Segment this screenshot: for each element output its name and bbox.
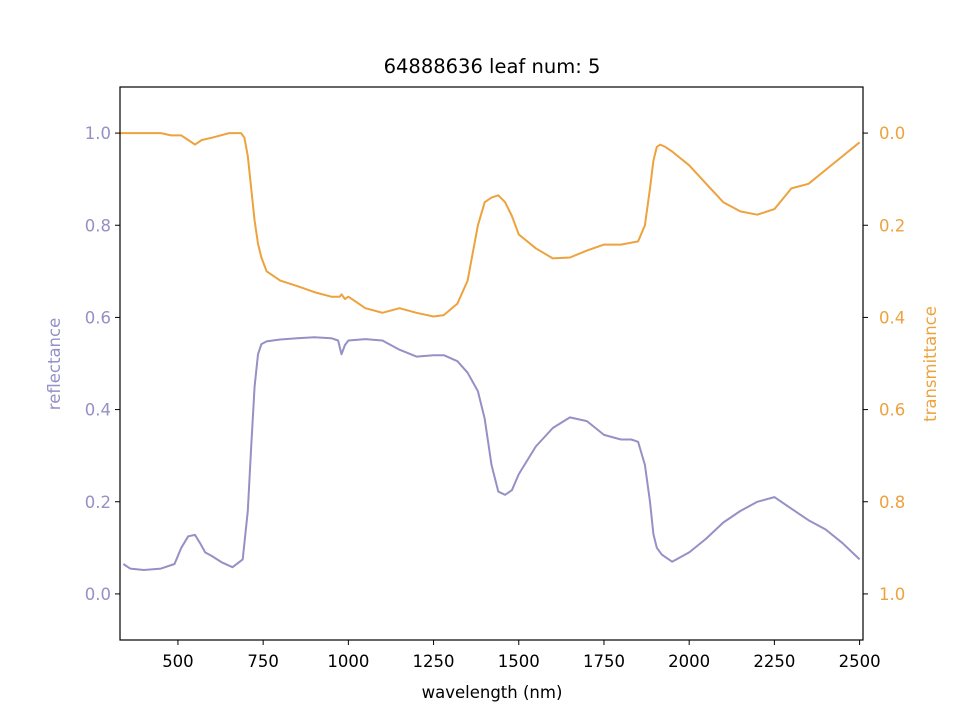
y-left-tick-label: 1.0 bbox=[85, 124, 111, 143]
x-tick-label: 2500 bbox=[839, 652, 881, 671]
x-tick-label: 2000 bbox=[668, 652, 710, 671]
x-tick-label: 2250 bbox=[753, 652, 795, 671]
y-left-tick-label: 0.4 bbox=[85, 401, 111, 420]
y-left-tick-label: 0.6 bbox=[85, 308, 111, 327]
x-axis-label: wavelength (nm) bbox=[422, 683, 563, 702]
transmittance-line bbox=[120, 132, 861, 318]
y-axis-left-label: reflectance bbox=[45, 318, 64, 410]
reflectance-line bbox=[122, 336, 861, 571]
y-right-tick-label: 0.2 bbox=[879, 216, 905, 235]
y-axis-left: 0.0 0.2 0.4 0.6 0.8 1.0 bbox=[85, 124, 120, 604]
x-tick-label: 1500 bbox=[498, 652, 540, 671]
x-tick-label: 1000 bbox=[327, 652, 369, 671]
y-right-tick-label: 0.4 bbox=[879, 308, 905, 327]
y-right-tick-label: 0.8 bbox=[879, 493, 905, 512]
y-left-tick-label: 0.8 bbox=[85, 216, 111, 235]
y-left-tick-label: 0.0 bbox=[85, 585, 111, 604]
plot-frame bbox=[119, 86, 864, 641]
y-right-tick-label: 1.0 bbox=[879, 585, 905, 604]
x-tick-label: 1250 bbox=[413, 652, 455, 671]
chart-title: 64888636 leaf num: 5 bbox=[384, 55, 601, 78]
x-axis: 500 750 1000 1250 1500 1750 2000 2250 2500 bbox=[162, 640, 881, 671]
plot-area bbox=[120, 132, 861, 571]
y-right-tick-label: 0.0 bbox=[879, 124, 905, 143]
y-axis-right-label: transmittance bbox=[921, 306, 940, 422]
y-axis-right: 0.0 0.2 0.4 0.6 0.8 1.0 bbox=[863, 124, 905, 604]
y-left-tick-label: 0.2 bbox=[85, 493, 111, 512]
y-right-tick-label: 0.6 bbox=[879, 401, 905, 420]
x-tick-label: 500 bbox=[162, 652, 194, 671]
x-tick-label: 750 bbox=[247, 652, 279, 671]
x-tick-label: 1750 bbox=[583, 652, 625, 671]
